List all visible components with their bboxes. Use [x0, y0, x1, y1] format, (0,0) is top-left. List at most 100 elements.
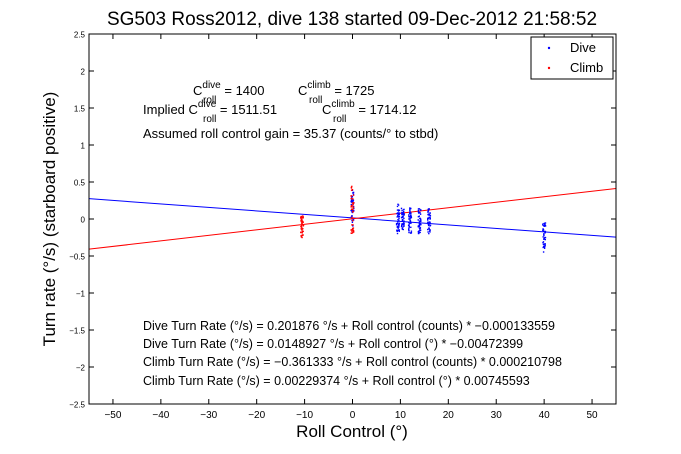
data-point-climb: [351, 216, 353, 219]
data-point-dive: [543, 246, 546, 248]
data-point-dive: [396, 205, 399, 208]
x-tick-label: −10: [296, 410, 313, 421]
data-point-dive: [418, 212, 420, 214]
data-point-dive: [401, 228, 403, 230]
data-point-dive: [407, 224, 410, 227]
y-axis-label: Turn rate (°/s) (starboard positive): [40, 92, 59, 347]
data-point-dive: [417, 209, 420, 212]
y-tick-label: 0: [81, 216, 86, 225]
legend-label-dive: Dive: [570, 40, 596, 55]
data-point-dive: [544, 244, 546, 246]
data-point-dive: [543, 247, 546, 249]
data-point-dive: [398, 213, 400, 216]
y-tick-label: 2.5: [74, 31, 86, 40]
data-point-climb: [352, 231, 354, 234]
data-point-dive: [352, 219, 355, 221]
y-tick-label: −0.5: [69, 253, 85, 262]
data-point-climb: [301, 232, 303, 234]
data-point-dive: [419, 227, 422, 229]
data-point-climb: [350, 229, 352, 231]
data-point-dive: [398, 209, 401, 211]
data-point-dive: [544, 223, 546, 226]
data-point-climb: [300, 220, 302, 222]
data-point-dive: [408, 230, 410, 232]
data-point-dive: [397, 215, 399, 217]
data-point-dive: [428, 232, 430, 235]
data-point-climb: [302, 215, 304, 217]
data-point-dive: [544, 224, 546, 226]
data-point-climb: [350, 205, 353, 207]
data-point-dive: [410, 230, 413, 232]
data-point-climb: [351, 230, 353, 232]
data-point-dive: [403, 213, 405, 215]
data-point-dive: [408, 218, 410, 220]
data-point-dive: [543, 234, 545, 236]
data-point-climb: [352, 224, 354, 226]
data-point-dive: [398, 229, 400, 231]
data-point-dive: [397, 213, 399, 215]
data-point-dive: [428, 213, 431, 216]
data-point-dive: [427, 221, 429, 223]
y-tick-label: 1: [81, 142, 86, 151]
data-point-climb: [301, 222, 303, 224]
data-point-dive: [352, 205, 355, 208]
data-point-dive: [418, 215, 420, 217]
data-point-climb: [350, 206, 352, 208]
data-point-dive: [410, 214, 412, 216]
fit-equation: Dive Turn Rate (°/s) = 0.201876 °/s + Ro…: [143, 319, 555, 333]
data-point-climb: [301, 230, 304, 233]
data-point-climb: [302, 216, 304, 218]
data-point-climb: [352, 228, 354, 231]
data-point-dive: [408, 228, 410, 230]
data-point-dive: [351, 199, 353, 202]
data-point-climb: [352, 211, 354, 213]
data-point-dive: [543, 237, 545, 240]
data-point-dive: [400, 217, 403, 219]
data-point-climb: [352, 227, 355, 229]
legend-box: [530, 36, 614, 80]
data-point-climb: [302, 221, 304, 223]
data-point-dive: [427, 217, 429, 219]
data-point-dive: [542, 229, 545, 231]
data-point-climb: [353, 202, 355, 204]
data-point-dive: [396, 212, 399, 214]
roll-gain-annotation: Assumed roll control gain = 35.37 (count…: [143, 126, 438, 141]
x-tick-label: 10: [395, 410, 407, 421]
data-points: [300, 185, 547, 253]
data-point-dive: [403, 214, 405, 216]
data-point-dive: [543, 243, 546, 245]
data-point-dive: [543, 233, 545, 235]
data-point-dive: [542, 230, 544, 232]
data-point-dive: [420, 220, 422, 222]
data-point-dive: [428, 228, 430, 230]
data-point-dive: [544, 245, 546, 247]
data-point-climb: [300, 228, 302, 230]
data-point-dive: [398, 226, 400, 228]
x-tick-label: −40: [152, 410, 169, 421]
data-point-dive: [352, 191, 355, 194]
data-point-dive: [543, 222, 546, 224]
data-point-dive: [403, 211, 405, 213]
x-tick-label: 0: [350, 410, 356, 421]
data-point-dive: [398, 222, 401, 224]
data-point-dive: [410, 212, 412, 215]
data-point-dive: [427, 208, 429, 211]
data-point-dive: [397, 204, 400, 206]
data-point-dive: [396, 229, 398, 231]
data-point-climb: [301, 219, 303, 221]
x-tick-label: 40: [539, 410, 551, 421]
data-point-dive: [396, 216, 398, 218]
data-point-climb: [301, 228, 303, 231]
data-point-dive: [397, 227, 399, 229]
data-point-dive: [403, 223, 405, 225]
y-tick-label: −1.5: [69, 327, 85, 336]
data-point-dive: [397, 229, 399, 231]
data-point-dive: [408, 225, 410, 228]
data-point-climb: [302, 217, 304, 219]
data-point-dive: [351, 210, 353, 212]
data-point-dive: [408, 227, 410, 229]
data-point-dive: [420, 218, 422, 220]
data-point-dive: [397, 219, 399, 221]
fit-equation: Climb Turn Rate (°/s) = 0.00229374 °/s +…: [143, 374, 530, 388]
data-point-dive: [418, 223, 421, 225]
